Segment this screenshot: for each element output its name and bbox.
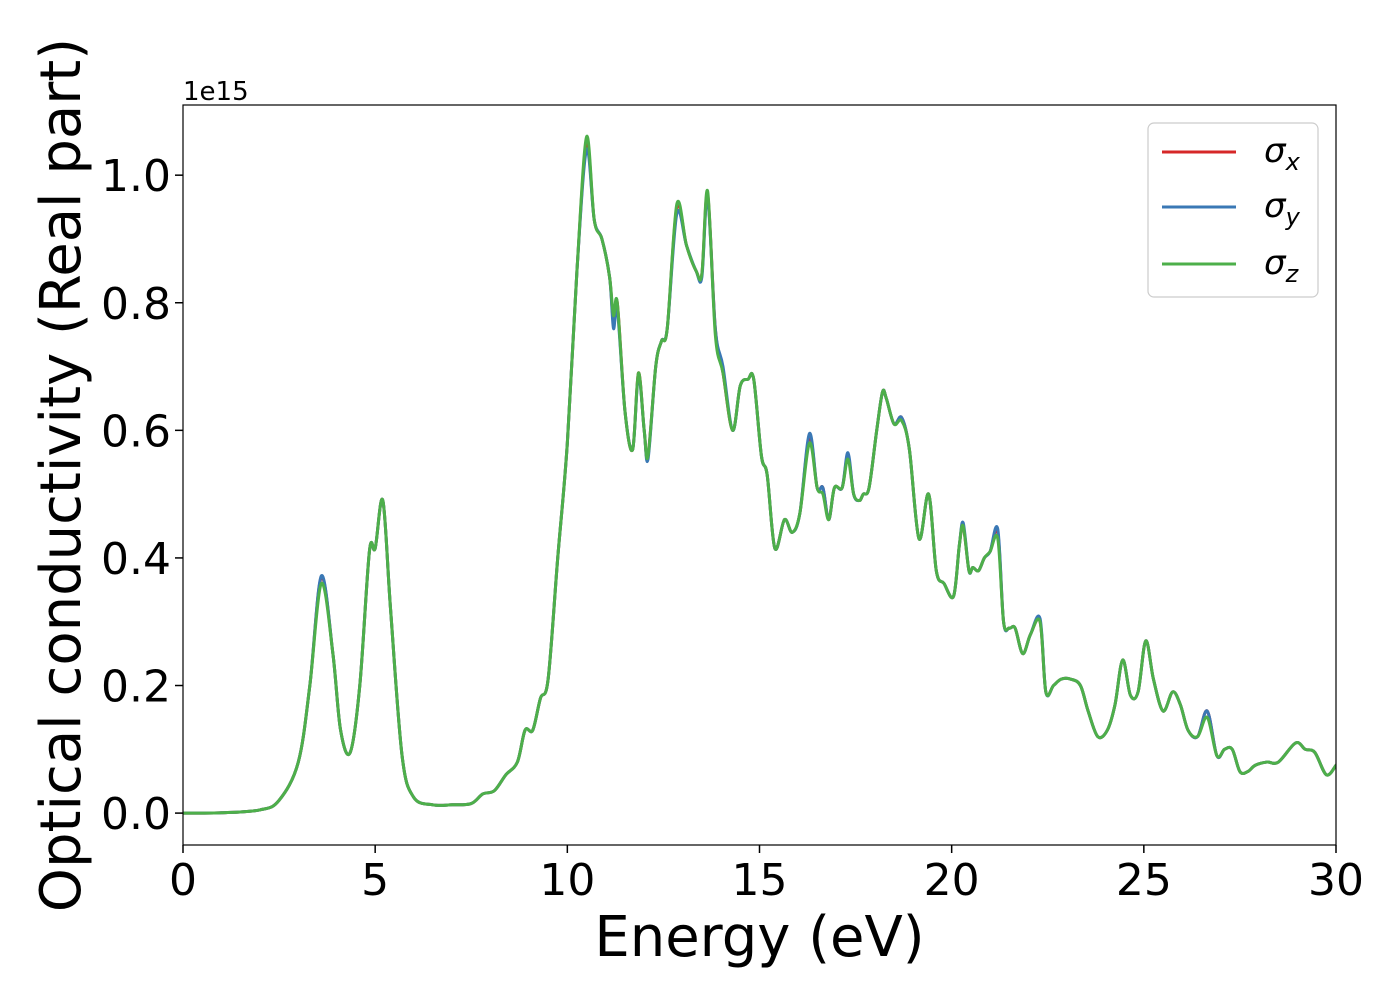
x-tick-label: 0 xyxy=(169,855,197,906)
x-tick-label: 15 xyxy=(732,855,788,906)
legend-box xyxy=(1147,122,1319,298)
legend-label-y: σy xyxy=(1264,186,1301,231)
y-tick-label: 0.6 xyxy=(101,406,171,457)
legend: σx σy σz xyxy=(1147,122,1319,298)
offset-text: 1e15 xyxy=(183,77,249,107)
y-tick-label: 0.8 xyxy=(101,279,171,330)
series-layer xyxy=(183,135,1336,815)
x-tick-label: 5 xyxy=(361,855,389,906)
y-tick-label: 0.4 xyxy=(101,534,171,585)
x-tick-label: 10 xyxy=(539,855,595,906)
y-tick-label: 1.0 xyxy=(101,151,171,202)
x-axis-label: Energy (eV) xyxy=(594,905,924,970)
x-tick-label: 20 xyxy=(924,855,980,906)
legend-label-x: σx xyxy=(1264,131,1301,176)
y-axis-label: Optical conductivity (Real part) xyxy=(29,38,94,912)
x-axis: 0 5 10 15 20 25 30 xyxy=(169,845,1364,906)
x-tick-label: 30 xyxy=(1308,855,1364,906)
y-axis: 0.0 0.2 0.4 0.6 0.8 1.0 xyxy=(101,151,183,840)
x-tick-label: 25 xyxy=(1116,855,1172,906)
y-tick-label: 0.2 xyxy=(101,662,171,713)
y-tick-label: 0.0 xyxy=(101,789,171,840)
series-line-z xyxy=(183,135,1336,815)
legend-label-z: σz xyxy=(1264,243,1300,288)
